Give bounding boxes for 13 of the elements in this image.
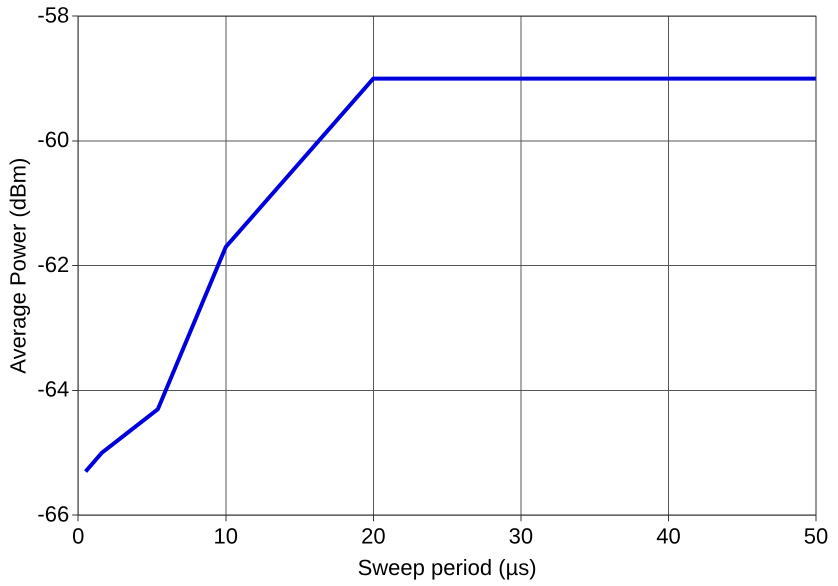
x-axis-title: Sweep period (µs)	[358, 554, 537, 580]
y-tick-label: -62	[37, 252, 70, 277]
x-tick-label: 20	[361, 523, 386, 548]
y-axis-title: Average Power (dBm)	[5, 158, 30, 374]
x-tick-label: 40	[656, 523, 681, 548]
y-tick-label: -60	[37, 127, 70, 152]
x-tick-label: 30	[508, 523, 534, 548]
y-tick-label: -58	[37, 2, 70, 28]
x-tick-label: 50	[804, 523, 828, 548]
y-tick-label: -66	[37, 501, 70, 526]
x-tick-label: 0	[72, 523, 84, 548]
y-tick-label: -64	[37, 376, 70, 402]
x-tick-label: 10	[214, 523, 238, 548]
